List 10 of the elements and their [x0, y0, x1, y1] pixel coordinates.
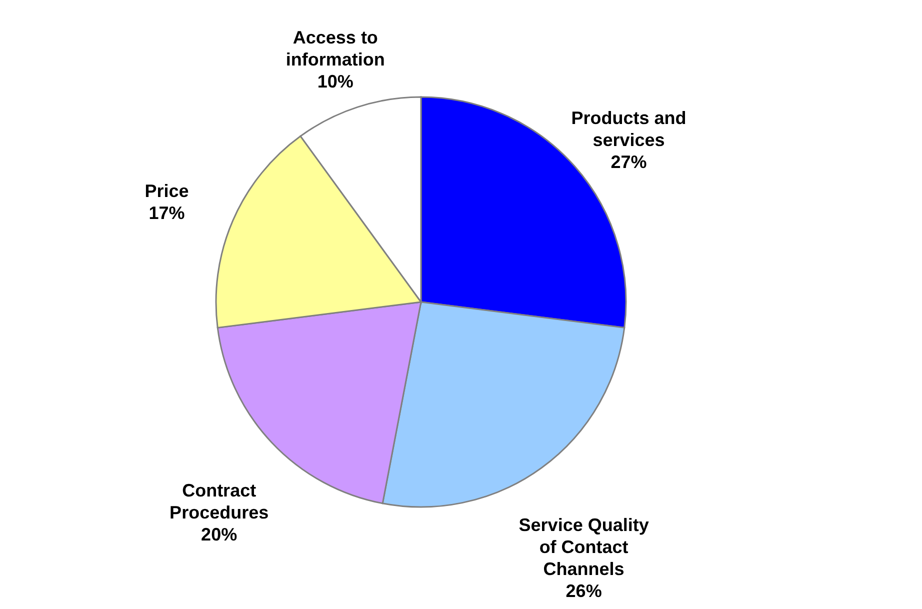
data-label: 26% [566, 581, 602, 602]
slice-label: Access to information [286, 28, 385, 70]
slice-label: Products and services [571, 108, 686, 150]
slice-label: Contract Procedures [170, 480, 269, 523]
data-label: 20% [201, 524, 238, 545]
slice-label: Price [144, 180, 189, 201]
data-label: 17% [148, 202, 185, 223]
data-label: 10% [317, 72, 354, 92]
data-label: 27% [610, 152, 647, 172]
slice-label: Service Quality of Contact Channels [518, 515, 649, 580]
